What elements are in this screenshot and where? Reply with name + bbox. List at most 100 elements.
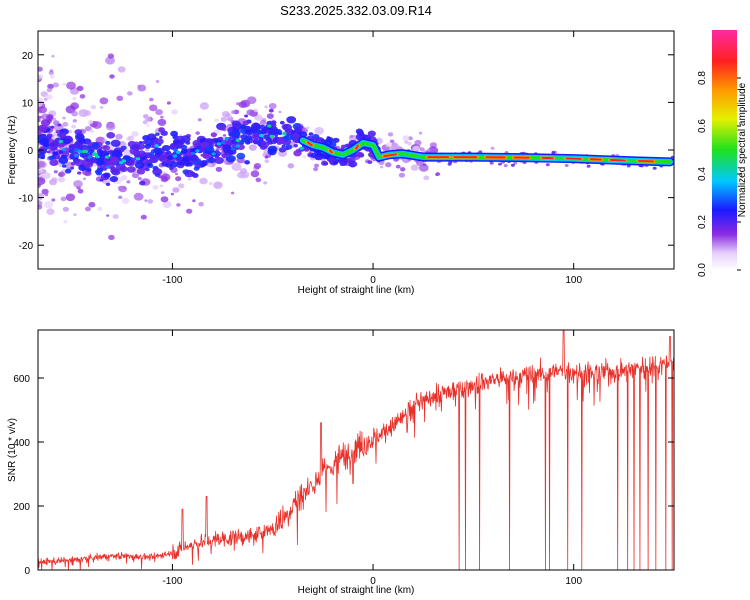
spectrogram-core-blob — [134, 161, 145, 169]
spectrogram-speckle — [38, 66, 43, 72]
spectrogram-speckle — [170, 192, 174, 196]
spectrogram-speckle — [157, 118, 167, 126]
spectrogram-speckle — [107, 53, 115, 59]
spectrogram-core-blob — [240, 138, 246, 143]
spectrogram-speckle — [52, 82, 59, 88]
spectrogram-core-blob — [367, 130, 376, 137]
spectrogram-speckle — [287, 163, 295, 169]
spectrogram-speckle — [71, 124, 77, 129]
colorbar-tick-label: 0.6 — [697, 119, 708, 133]
spectrogram-speckle — [195, 131, 200, 135]
spectrogram-ridge-peak-core — [306, 141, 313, 147]
spectrogram-speckle — [389, 139, 395, 144]
spectrogram-core-blob — [58, 150, 64, 154]
spectrogram-core-blob — [59, 133, 66, 138]
spectrogram-speckle — [127, 135, 135, 141]
spectrogram-hot-spot — [235, 144, 241, 148]
spectrogram-speckle — [385, 142, 392, 148]
spectrogram-speckle — [66, 81, 76, 90]
spectrogram-speckle — [106, 214, 110, 217]
spectrogram-core-blob — [286, 116, 297, 124]
spectrogram-speckle — [149, 97, 154, 102]
spectrogram-speckle — [67, 129, 73, 134]
spectrogram-core-blob — [103, 172, 111, 178]
spectrogram-speckle — [395, 164, 401, 169]
spectrogram-hot-spot — [135, 157, 141, 161]
spectrogram-speckle — [147, 199, 154, 204]
spectrogram-speckle — [60, 196, 67, 202]
spectrogram-speckle — [253, 163, 262, 169]
spectrogram-speckle — [105, 122, 116, 131]
spectrogram-speckle — [489, 161, 494, 165]
spectrogram-speckle — [146, 124, 150, 127]
spectrogram-speckle — [403, 140, 409, 144]
spectrogram-speckle — [73, 213, 77, 217]
spectrogram-core-blob — [308, 132, 314, 136]
spectrogram-core-blob — [340, 144, 347, 149]
spectrogram-speckle — [419, 164, 429, 172]
spectrogram-speckle — [380, 165, 384, 169]
spectrogram-core-blob — [107, 150, 111, 154]
spectrogram-hot-spot — [259, 133, 264, 138]
spectrogram-speckle — [142, 120, 148, 125]
spectrogram-speckle — [586, 164, 591, 168]
spectrogram-hot-spot — [172, 154, 177, 158]
spectrogram-core-blob — [193, 166, 200, 171]
spectrogram-speckle — [137, 176, 142, 181]
spectrogram-speckle — [422, 163, 427, 166]
spectrogram-core-blob — [111, 168, 121, 176]
spectrogram-core-blob — [231, 130, 241, 138]
spectrogram-speckle — [407, 141, 412, 146]
spectrogram-core-blob — [85, 167, 92, 172]
spectrogram-core-blob — [147, 163, 152, 167]
spectrogram-speckle — [71, 111, 78, 117]
spectrogram-core-blob — [219, 126, 226, 131]
spectrogram-speckle — [187, 177, 192, 181]
spectrogram-core-blob — [252, 138, 261, 145]
spectrogram-x-tick-label: -100 — [162, 275, 182, 286]
spectrogram-core-blob — [279, 120, 285, 125]
spectrogram-core-blob — [146, 133, 157, 141]
spectrogram-speckle — [47, 83, 54, 90]
spectrogram-core-blob — [284, 146, 290, 151]
spectrogram-speckle — [38, 193, 44, 199]
spectrogram-speckle — [38, 183, 41, 188]
spectrogram-speckle — [40, 91, 48, 97]
spectrogram-speckle — [38, 99, 44, 107]
spectrogram-core-blob — [76, 133, 85, 140]
spectrogram-core-blob — [110, 139, 121, 147]
spectrogram-speckle — [152, 185, 159, 190]
spectrogram-core-blob — [215, 144, 222, 149]
spectrogram-core-blob — [260, 141, 269, 149]
spectrogram-y-tick-label: 10 — [22, 98, 34, 109]
snr-frame — [37, 329, 675, 571]
spectrogram-core-blob — [274, 134, 279, 138]
spectrogram-core-blob — [202, 153, 211, 159]
spectrogram-speckle — [73, 180, 83, 188]
snr-x-tick-label: 0 — [370, 576, 376, 587]
spectrogram-core-blob — [57, 123, 62, 127]
spectrogram-speckle — [41, 188, 49, 195]
spectrogram-core-blob — [284, 133, 294, 141]
spectrogram-core-blob — [39, 134, 46, 139]
spectrogram-hot-spot — [74, 153, 79, 157]
spectrogram-speckle — [208, 181, 213, 186]
spectrogram-hot-spot — [118, 161, 124, 165]
colorbar-tick-label: 0.0 — [697, 263, 708, 277]
snr-x-ticks: -100 0 100 — [162, 330, 582, 587]
spectrogram-speckle — [62, 121, 69, 127]
spectrogram-speckle — [222, 134, 227, 137]
spectrogram-speckle — [314, 163, 319, 168]
spectrogram-speckle — [63, 220, 68, 224]
spectrogram-core-blob — [250, 126, 259, 132]
spectrogram-speckle — [137, 84, 147, 92]
spectrogram-speckle — [198, 201, 204, 207]
spectrogram-core-blob — [185, 163, 190, 167]
spectrogram-core-blob — [267, 148, 277, 156]
spectrogram-core-blob — [49, 142, 55, 147]
spectrogram-speckle — [172, 187, 180, 193]
spectrogram-speckle — [38, 177, 46, 185]
spectrogram-speckle — [435, 173, 439, 176]
spectrogram-speckle — [118, 195, 123, 199]
